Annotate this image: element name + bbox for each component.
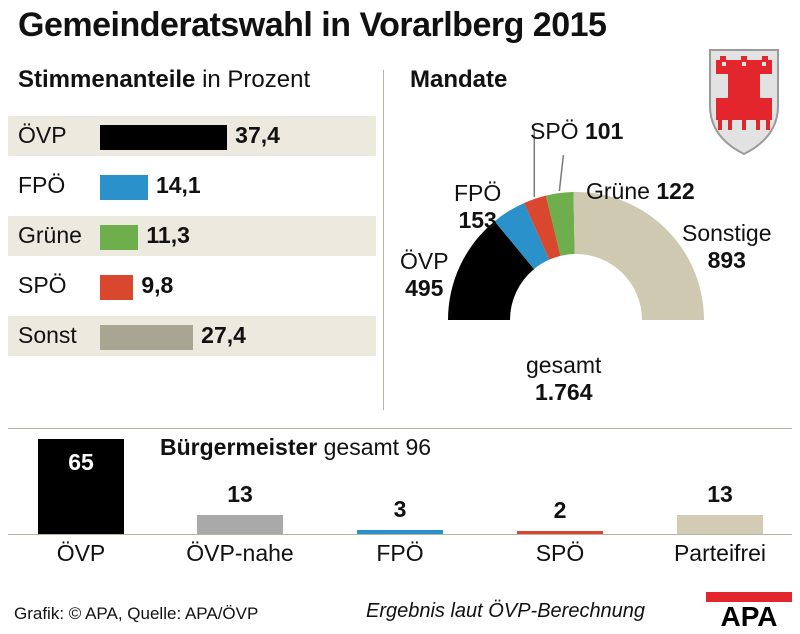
mayor-value-spoe: 2 <box>553 497 567 523</box>
mayor-value-oevp-nahe: 13 <box>227 481 253 508</box>
vote-label-sonst: Sonst <box>18 322 77 348</box>
vote-bar-oevp <box>100 125 228 150</box>
seat-label-name-spoe: SPÖ <box>530 118 579 144</box>
vote-value-oevp: 37,4 <box>235 122 280 148</box>
section-divider-horizontal <box>8 428 792 429</box>
seat-label-fpoe: FPÖ 153 <box>454 180 501 234</box>
seat-total-label: gesamt <box>526 352 602 378</box>
seat-segment-sonstige <box>573 192 704 320</box>
leader-line-gruene <box>558 154 565 192</box>
seat-label-oevp: ÖVP 495 <box>400 248 449 302</box>
apa-logo-text: APA <box>720 601 777 628</box>
seat-segment-oevp <box>448 221 535 320</box>
mayor-bar-fpoe <box>357 529 443 534</box>
coat-of-arms-icon <box>709 49 779 156</box>
seat-label-value-sonstige: 893 <box>707 247 746 273</box>
seat-total-value: 1.764 <box>534 379 593 405</box>
vote-label-oevp: ÖVP <box>18 122 67 148</box>
vote-bar-spoe <box>100 275 134 300</box>
vote-row-fpoe: FPÖ 14,1 <box>8 166 376 206</box>
vote-value-fpoe: 14,1 <box>155 172 201 198</box>
seat-label-sonstige: Sonstige 893 <box>682 220 772 274</box>
vote-row-oevp: ÖVP 37,4 <box>8 116 376 156</box>
mayor-bar-parteifrei <box>677 515 763 534</box>
votes-heading-bold: Stimmenanteile <box>18 66 196 93</box>
seat-label-value-gruene: 122 <box>656 178 695 204</box>
seat-label-name-sonstige: Sonstige <box>682 220 772 246</box>
mayors-heading-total: gesamt 96 <box>323 434 432 460</box>
votes-heading-unit: in Prozent <box>202 66 311 93</box>
vote-label-fpoe: FPÖ <box>18 172 66 198</box>
vote-row-sonst: Sonst 27,4 <box>8 316 376 356</box>
seat-label-value-fpoe: 153 <box>458 207 497 233</box>
vote-bar-fpoe <box>100 175 148 200</box>
seat-label-name-fpoe: FPÖ <box>454 180 502 206</box>
mayors-heading: Bürgermeister gesamt 96 <box>160 434 431 461</box>
mayor-bar-spoe <box>517 531 603 534</box>
mayor-label-spoe: SPÖ <box>535 540 585 566</box>
vote-bar-sonst <box>100 325 194 350</box>
source-credit: Grafik: © APA, Quelle: APA/ÖVP <box>14 604 259 623</box>
vote-value-gruene: 11,3 <box>146 222 190 248</box>
votes-heading: Stimmenanteile in Prozent <box>18 66 310 94</box>
mayor-label-parteifrei: Parteifrei <box>673 540 767 566</box>
mayors-heading-bold: Bürgermeister <box>160 434 318 460</box>
vote-row-spoe: SPÖ 9,8 <box>8 266 376 306</box>
vote-value-sonst: 27,4 <box>201 322 246 348</box>
seat-total: gesamt 1.764 <box>526 352 601 406</box>
vote-bar-gruene <box>100 225 139 250</box>
seat-label-gruene: Grüne 122 <box>586 178 695 205</box>
mayor-bar-oevp <box>38 439 124 534</box>
vote-row-gruene: Grüne 11,3 <box>8 216 376 256</box>
seat-segment-spoe <box>524 195 561 260</box>
page-title: Gemeinderatswahl in Vorarlberg 2015 <box>18 6 607 44</box>
seat-label-value-spoe: 101 <box>584 118 624 144</box>
mayor-bar-oevp-nahe <box>197 515 283 534</box>
mayor-label-fpoe: FPÖ <box>376 540 424 566</box>
section-divider <box>383 70 384 410</box>
seat-segment-gruene <box>545 192 575 256</box>
footnote: Ergebnis laut ÖVP-Berechnung <box>366 600 646 622</box>
seat-label-name-gruene: Grüne <box>586 178 650 204</box>
mayor-label-oevp: ÖVP <box>56 540 106 566</box>
vote-label-gruene: Grüne <box>18 222 82 248</box>
mayor-value-parteifrei: 13 <box>707 481 733 508</box>
vote-label-spoe: SPÖ <box>18 272 67 298</box>
vote-value-spoe: 9,8 <box>141 272 174 298</box>
seat-segment-fpoe <box>494 202 550 270</box>
seat-label-spoe: SPÖ 101 <box>530 118 623 145</box>
apa-logo: APA <box>706 592 792 628</box>
seat-label-value-oevp: 495 <box>405 275 444 301</box>
mayor-value-oevp: 65 <box>68 449 94 476</box>
seats-heading: Mandate <box>410 66 508 93</box>
seats-half-donut <box>448 128 704 320</box>
mayor-label-oevp-nahe: ÖVP-nahe <box>186 540 294 566</box>
seat-label-name-oevp: ÖVP <box>400 248 449 274</box>
mayors-baseline <box>8 534 792 535</box>
mayor-value-fpoe: 3 <box>393 495 407 522</box>
